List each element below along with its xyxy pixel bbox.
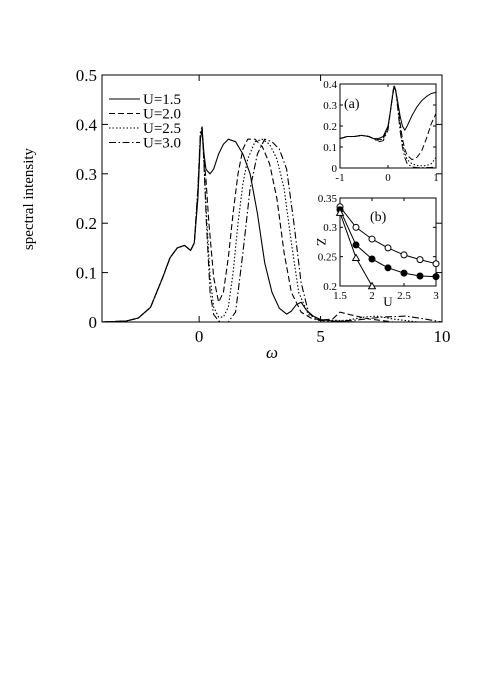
main-x-tick-label: 10: [434, 327, 451, 346]
inset-b-y-tick-label: 0.35: [318, 193, 338, 205]
inset-b-point-open-circle: [384, 244, 392, 252]
inset-b-y-tick-label: 0.25: [318, 252, 338, 264]
inset-b-point-open-circle: [432, 260, 440, 268]
inset-b-point-open-circle: [400, 251, 408, 259]
main-series-line-u-3-0: [101, 126, 443, 323]
inset-b-point-open-triangle: [367, 281, 377, 290]
main-y-tick-label: 0: [89, 313, 98, 332]
inset-b-x-tick-label: 1.5: [333, 290, 347, 302]
inset-b-y-axis-label: Z: [314, 238, 329, 246]
main-y-tick-label: 0.3: [76, 165, 97, 184]
inset-b-x-tick-label: 2.5: [397, 290, 411, 302]
inset-a-panel-label: (a): [344, 97, 360, 112]
inset-b-point-filled-circle: [432, 273, 440, 281]
inset-a-x-tick-label: -1: [335, 172, 344, 184]
main-series-line-u-2-5: [101, 128, 418, 323]
inset-a-y-tick-label: 0.1: [323, 142, 337, 154]
inset-a-x-tick-label: 1: [433, 172, 439, 184]
inset-b-point-open-triangle: [351, 253, 361, 262]
inset-a-y-tick-label: 0.3: [323, 100, 337, 112]
main-chart: 0 5 10 00.10.20.30.40.5 ω spectral intensi…: [21, 66, 451, 362]
inset-a-x-tick-label: 0: [385, 172, 391, 184]
main-series-group: [101, 126, 443, 323]
legend-label: U=2.5: [143, 121, 181, 137]
main-x-tick-label: 0: [195, 327, 204, 346]
main-y-tick-label: 0.2: [76, 214, 97, 233]
inset-b-point-open-triangle: [335, 208, 345, 216]
inset-a-series-group: [339, 84, 437, 169]
inset-b-point-filled-circle: [352, 241, 360, 249]
inset-b-plot-frame: [339, 197, 437, 287]
inset-a-y-ticks: 0 0.1 0.2 0.3 0.4: [323, 79, 436, 175]
legend-label: U=3.0: [143, 136, 181, 152]
inset-a-series-line-u-3-0: [339, 84, 437, 169]
legend-label: U=2.0: [143, 107, 181, 123]
main-x-ticks: 0 5 10: [195, 75, 451, 346]
inset-b-chart: 1.5 2 2.5 3 0.2 0.25 0.3 0.35 (b) U Z: [314, 193, 440, 309]
main-plot-frame: [101, 74, 443, 323]
inset-b-point-open-circle: [368, 235, 376, 243]
inset-b-point-open-circle: [352, 223, 360, 231]
inset-b-point-filled-circle: [400, 269, 408, 277]
inset-a-y-tick-label: 0: [332, 163, 338, 175]
inset-b-panel-label: (b): [370, 210, 387, 225]
main-y-tick-label: 0.1: [76, 264, 97, 283]
inset-a-chart: -1 0 1 00.10.20.30.4 (a): [323, 79, 439, 184]
inset-b-x-axis-label: U: [383, 294, 393, 309]
inset-a-y-tick-label: 0.4: [323, 79, 337, 91]
inset-b-y-tick-label: 0.3: [323, 222, 337, 234]
main-series-line-u-1-5: [101, 128, 358, 323]
inset-b-point-filled-circle: [368, 255, 376, 263]
main-x-tick-label: 5: [316, 327, 325, 346]
inset-b-y-tick-label: 0.2: [323, 281, 337, 293]
legend-label: U=1.5: [143, 92, 181, 108]
inset-b-x-tick-label: 2: [369, 290, 375, 302]
inset-b-y-ticks: 0.2 0.25 0.3 0.35: [318, 193, 436, 293]
inset-b-point-open-circle: [416, 256, 424, 264]
legend: U=1.5U=2.0U=2.5U=3.0: [109, 92, 181, 152]
main-y-axis-label: spectral intensity: [21, 147, 37, 250]
inset-a-y-tick-label: 0.2: [323, 121, 337, 133]
main-y-ticks: 0 0.1 0.2 0.3 0.4 0.5: [76, 66, 442, 332]
inset-b-x-tick-label: 3: [433, 290, 439, 302]
inset-b-point-filled-circle: [416, 272, 424, 280]
main-y-tick-label: 0.4: [76, 115, 98, 134]
main-x-axis-label: ω: [266, 343, 278, 362]
main-y-tick-label: 0.5: [76, 66, 97, 85]
inset-b-point-filled-circle: [384, 264, 392, 272]
inset-b-series-group: [335, 203, 440, 290]
